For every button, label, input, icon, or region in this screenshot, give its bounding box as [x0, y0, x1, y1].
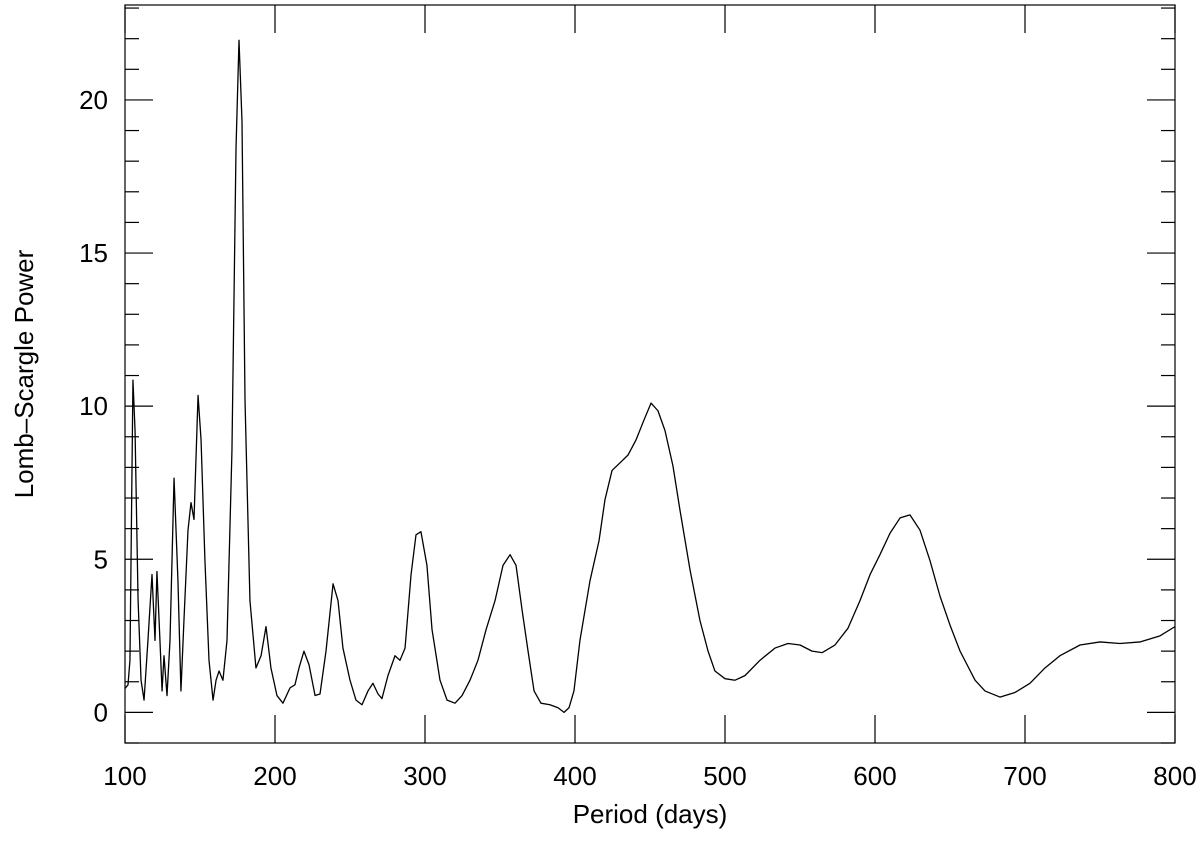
x-tick-label: 300 — [403, 761, 446, 791]
x-tick-label: 400 — [553, 761, 596, 791]
power-line — [124, 39, 1176, 714]
x-tick-label: 200 — [253, 761, 296, 791]
x-tick-label: 500 — [703, 761, 746, 791]
y-tick-label: 20 — [79, 85, 108, 115]
y-tick-label: 5 — [94, 544, 108, 574]
x-tick-label: 700 — [1003, 761, 1046, 791]
y-tick-label: 0 — [94, 697, 108, 727]
y-axis-title: Lomb–Scargle Power — [9, 249, 39, 498]
plot-frame — [124, 4, 1176, 744]
x-tick-label: 100 — [103, 761, 146, 791]
x-tick-label: 600 — [853, 761, 896, 791]
y-tick-label: 15 — [79, 238, 108, 268]
x-tick-label: 800 — [1153, 761, 1196, 791]
y-tick-label: 10 — [79, 391, 108, 421]
x-axis-title: Period (days) — [573, 799, 728, 829]
